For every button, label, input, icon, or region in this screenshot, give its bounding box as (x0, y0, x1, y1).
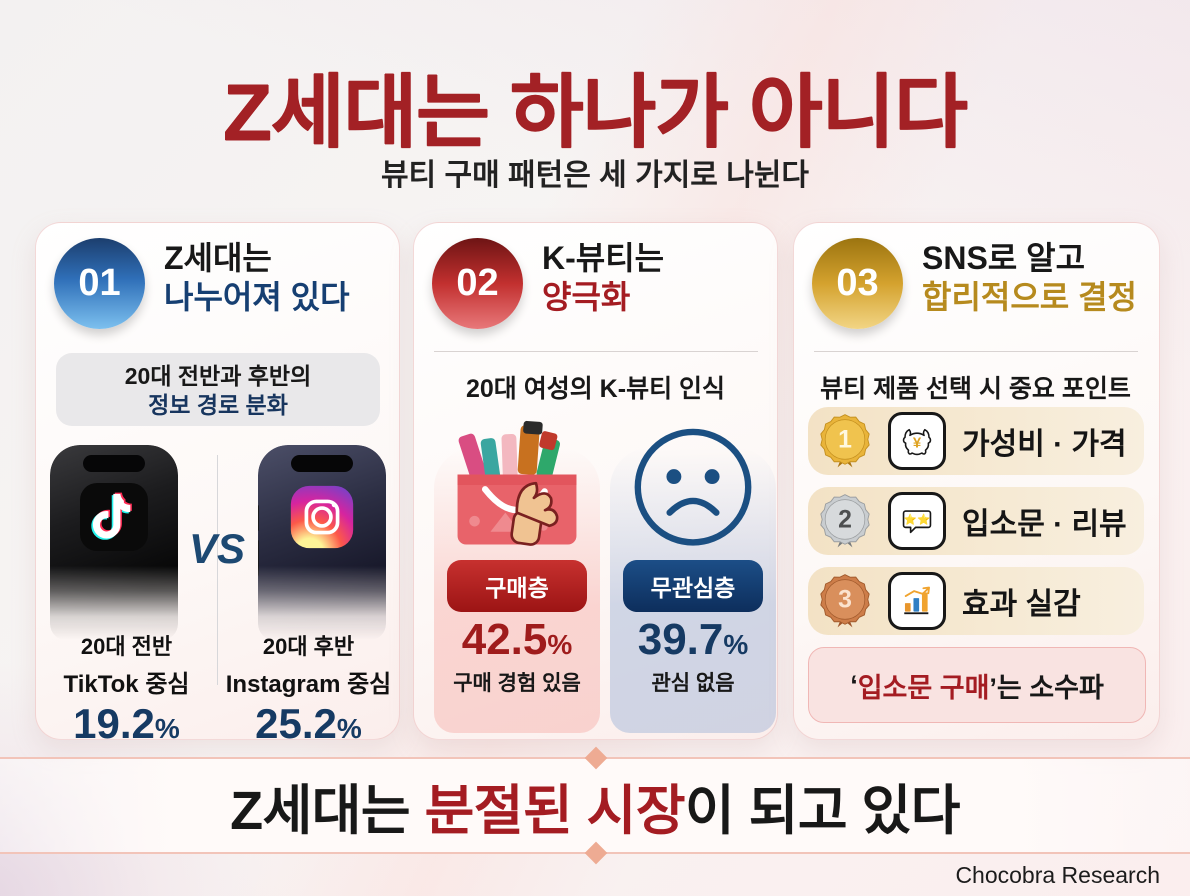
svg-text:2: 2 (838, 507, 852, 534)
svg-text:3: 3 (838, 587, 852, 614)
svg-text:1: 1 (838, 427, 852, 454)
svg-text:¥: ¥ (913, 435, 922, 451)
svg-text:⭐⭐: ⭐⭐ (904, 513, 930, 526)
